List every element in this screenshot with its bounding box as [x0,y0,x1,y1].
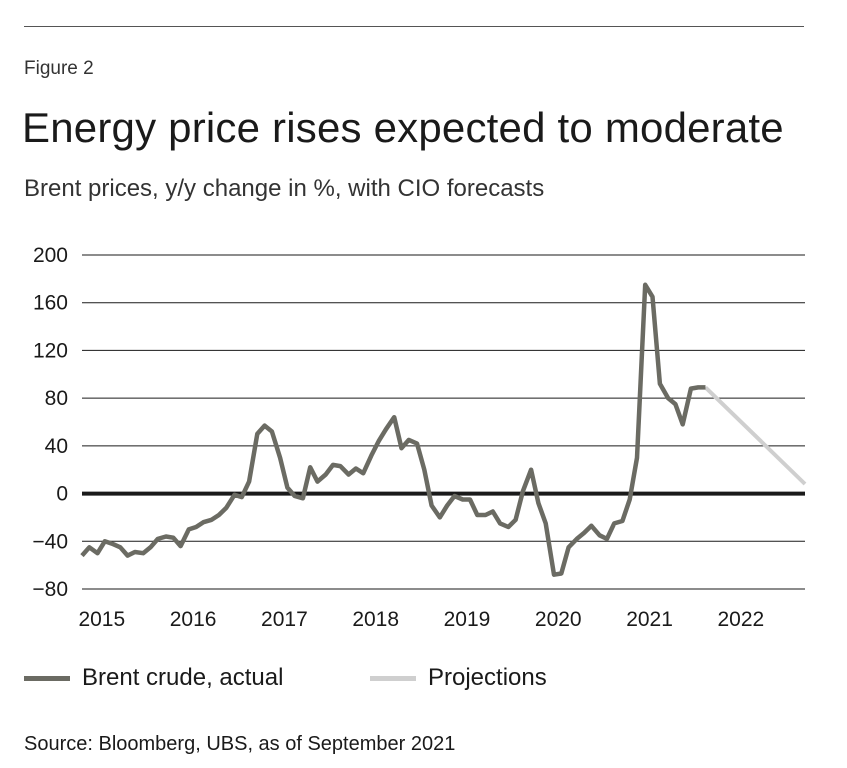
top-rule [24,26,804,27]
series-lines [80,282,807,577]
x-axis-ticks: 2015 2016 2017 2018 2019 2020 2021 2022 [78,608,764,631]
y-tick-label: 160 [33,292,68,315]
legend-swatch-actual [24,675,70,681]
series-line-projections [704,385,807,486]
source-note: Source: Bloomberg, UBS, as of September … [24,733,456,755]
y-tick-label: 200 [33,244,68,267]
y-tick-label: 80 [45,387,68,410]
x-tick-label: 2015 [78,608,125,631]
chart-title: Energy price rises expected to moderate [22,104,784,151]
y-tick-label: 40 [45,435,68,458]
y-tick-label: 0 [56,483,68,506]
y-tick-label: −80 [32,578,68,601]
figure-label: Figure 2 [24,58,94,79]
x-tick-label: 2021 [626,608,673,631]
legend-item-projections: Projections [370,664,547,692]
gridlines [82,254,805,590]
x-tick-label: 2016 [170,608,217,631]
x-tick-label: 2022 [717,608,764,631]
chart-subtitle: Brent prices, y/y change in %, with CIO … [24,175,545,202]
y-axis-ticks: 200 160 120 80 40 0 −40 −80 [32,244,68,601]
y-tick-label: 120 [33,339,68,362]
legend-swatch-projections [370,675,416,681]
series-line-brent-actual [80,282,706,577]
x-tick-label: 2018 [352,608,399,631]
legend-item-actual: Brent crude, actual [24,664,283,692]
legend-label-actual: Brent crude, actual [82,664,284,691]
x-tick-label: 2019 [444,608,491,631]
x-tick-label: 2020 [535,608,582,631]
y-tick-label: −40 [32,530,68,553]
legend-label-projections: Projections [428,664,547,691]
x-tick-label: 2017 [261,608,308,631]
